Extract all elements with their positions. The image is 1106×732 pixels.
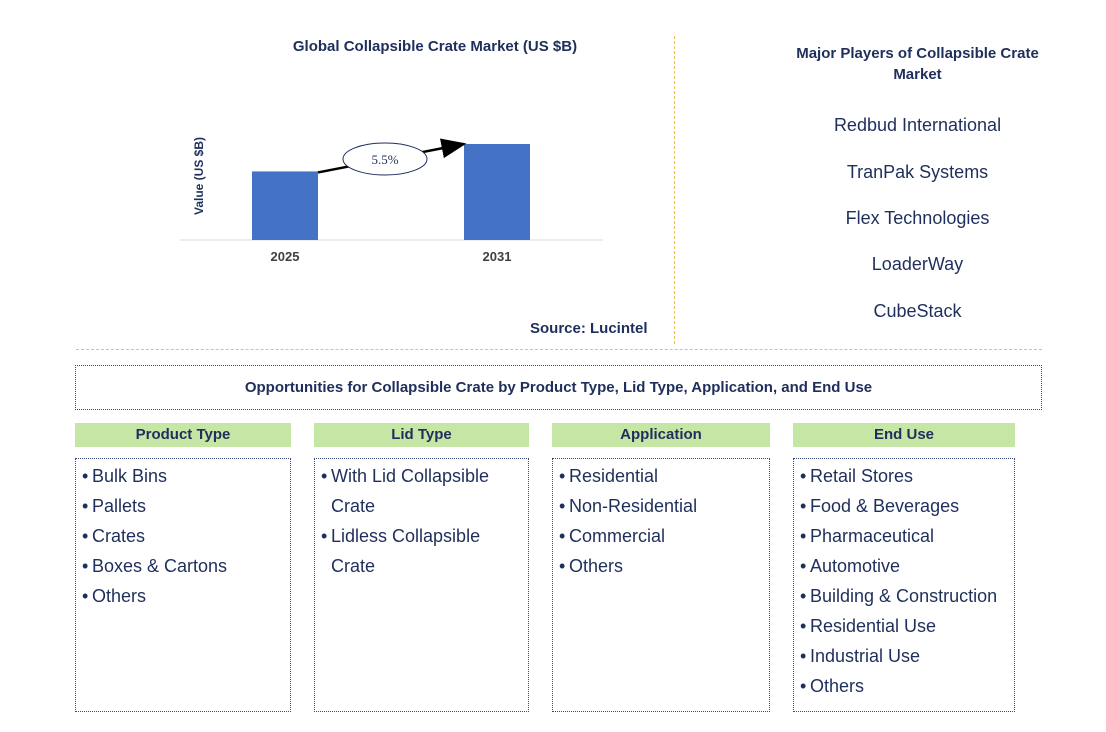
x-tick-label: 2031: [483, 249, 512, 264]
list-item: Food & Beverages: [798, 491, 1010, 521]
y-axis-label: Value (US $B): [192, 137, 206, 215]
opportunities-title: Opportunities for Collapsible Crate by P…: [244, 379, 873, 396]
list-item: Lidless Collapsible Crate: [319, 521, 524, 581]
player-item: LoaderWay: [871, 254, 964, 274]
segment-header-end-use: End Use: [793, 423, 1015, 447]
segment-header-product-type: Product Type: [75, 423, 291, 447]
list-item: Crates: [80, 521, 286, 551]
source-note: Source: Lucintel: [530, 320, 648, 337]
segment-list-product-type: Bulk Bins Pallets Crates Boxes & Cartons…: [75, 458, 291, 712]
chart-title: Global Collapsible Crate Market (US $B): [292, 38, 578, 55]
list-item: Industrial Use: [798, 641, 1010, 671]
list-item: Automotive: [798, 551, 1010, 581]
list-item: Residential: [557, 461, 765, 491]
opportunities-banner: Opportunities for Collapsible Crate by P…: [75, 365, 1042, 410]
bar-2031: [464, 144, 530, 240]
players-title: Major Players of Collapsible Crate Marke…: [796, 45, 1039, 83]
segment-list-lid-type: With Lid Collapsible Crate Lidless Colla…: [314, 458, 529, 712]
segment-header-application: Application: [552, 423, 770, 447]
player-item: TranPak Systems: [846, 162, 989, 182]
player-item: CubeStack: [873, 301, 962, 321]
list-item: Building & Construction: [798, 581, 1010, 611]
horizontal-divider: [76, 349, 1042, 350]
list-item: Pallets: [80, 491, 286, 521]
segment-list-end-use: Retail Stores Food & Beverages Pharmaceu…: [793, 458, 1015, 712]
bar-chart: Value (US $B) 5.5% 2025 2031: [180, 137, 603, 264]
segment-list-application: Residential Non-Residential Commercial O…: [552, 458, 770, 712]
list-item: Retail Stores: [798, 461, 1010, 491]
list-item: With Lid Collapsible Crate: [319, 461, 524, 521]
list-item: Boxes & Cartons: [80, 551, 286, 581]
list-item: Bulk Bins: [80, 461, 286, 491]
vertical-divider: [674, 36, 675, 344]
player-item: Redbud International: [833, 115, 1002, 135]
cagr-label: 5.5%: [371, 152, 398, 167]
segment-header-lid-type: Lid Type: [314, 423, 529, 447]
list-item: Others: [557, 551, 765, 581]
cagr-ellipse: [342, 142, 428, 176]
player-item: Flex Technologies: [845, 208, 990, 228]
list-item: Commercial: [557, 521, 765, 551]
list-item: Others: [798, 671, 1010, 701]
list-item: Residential Use: [798, 611, 1010, 641]
x-tick-label: 2025: [271, 249, 300, 264]
bar-2025: [252, 171, 318, 240]
list-item: Non-Residential: [557, 491, 765, 521]
list-item: Others: [80, 581, 286, 611]
list-item: Pharmaceutical: [798, 521, 1010, 551]
